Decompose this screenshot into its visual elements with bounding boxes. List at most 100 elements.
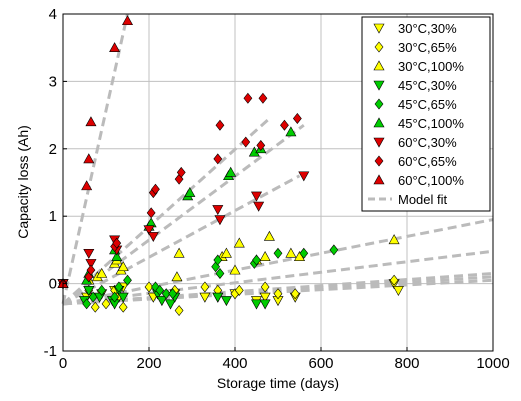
data-point [299,247,309,259]
data-point [259,299,271,310]
legend: 30°C,30% 30°C,65% 30°C,100% 45°C,30% 45°C,65… [361,16,491,212]
data-point [114,281,124,293]
data-point [259,251,271,261]
data-point [123,274,132,286]
data-point [83,286,95,296]
data-point [164,299,177,310]
data-point [176,166,186,178]
data-point [86,264,96,276]
legend-marker [373,117,385,128]
data-point [234,284,244,296]
y-tick-label: 3 [49,73,57,90]
data-point [143,225,155,236]
data-point [101,298,111,310]
x-tick-label: 1000 [476,355,509,372]
legend-marker [373,174,385,185]
data-point [233,237,245,248]
y-tick-label: 0 [49,276,57,293]
data-point [285,247,297,258]
data-point [290,288,300,300]
data-point [225,166,237,177]
legend-label: 45°C,100% [398,116,464,131]
data-point [96,267,108,278]
x-tick-label: 200 [136,355,161,372]
y-tick-label: 2 [49,141,57,158]
model-fit-line [62,218,494,306]
x-tick-label: 800 [394,355,419,372]
y-tick-label: -1 [44,343,57,360]
data-point [147,232,159,243]
data-point [109,42,121,52]
data-point [213,153,223,165]
legend-label: 30°C,65% [398,40,457,55]
y-tick-label: 4 [49,6,57,23]
data-point [259,292,271,303]
data-point [280,119,289,131]
data-point [121,15,134,26]
legend-box [361,16,491,212]
data-point [213,254,223,266]
legend-label: 60°C,30% [398,135,457,150]
data-point [199,292,211,303]
data-point [151,183,160,195]
data-point [200,281,210,293]
legend-marker [374,155,384,167]
model-fit-line [62,249,494,306]
data-point [212,205,224,216]
legend-label: Model fit [398,192,448,207]
data-point [155,284,165,296]
data-point [292,112,302,124]
data-point [285,126,297,137]
data-point [220,296,232,307]
data-point [253,201,265,212]
plot-frame [62,13,494,352]
data-point [110,291,119,303]
data-point [212,292,224,303]
x-tick-label: 0 [59,355,67,372]
data-point [273,288,283,300]
model-fit-line [61,13,129,305]
legend-marker [374,98,384,110]
model-fit-line [62,174,301,306]
data-point [82,298,92,310]
legend-label: 30°C,30% [398,21,457,36]
legend-marker [373,60,385,71]
data-point [81,180,93,191]
x-tick-label: 400 [222,355,247,372]
y-axis-label: Capacity loss (Ah) [15,125,31,239]
data-point [112,237,122,249]
legend-label: 45°C,30% [398,78,457,93]
data-point [392,286,404,296]
data-point [389,274,399,286]
data-point [388,234,400,245]
data-point [173,247,185,258]
data-point [298,171,310,182]
data-point [117,261,129,272]
data-point [118,301,128,313]
data-point [161,288,171,300]
legend-marker [374,41,384,53]
data-point [97,284,107,296]
data-point [111,251,123,261]
data-point [252,254,261,266]
x-tick-label: 600 [308,355,333,372]
legend-marker [373,80,385,91]
data-point [250,299,263,310]
data-point [241,136,251,148]
data-point [168,288,178,300]
y-tick-label: 1 [49,208,57,225]
legend-label: 45°C,65% [398,97,457,112]
data-point [83,153,95,164]
data-point [215,268,225,279]
data-point [171,271,183,282]
data-point [174,305,184,317]
data-point [250,191,263,202]
data-point [156,296,168,307]
data-point [215,119,225,131]
data-point [258,92,268,104]
data-point [85,116,97,127]
data-point [329,244,339,256]
data-point [220,247,232,258]
